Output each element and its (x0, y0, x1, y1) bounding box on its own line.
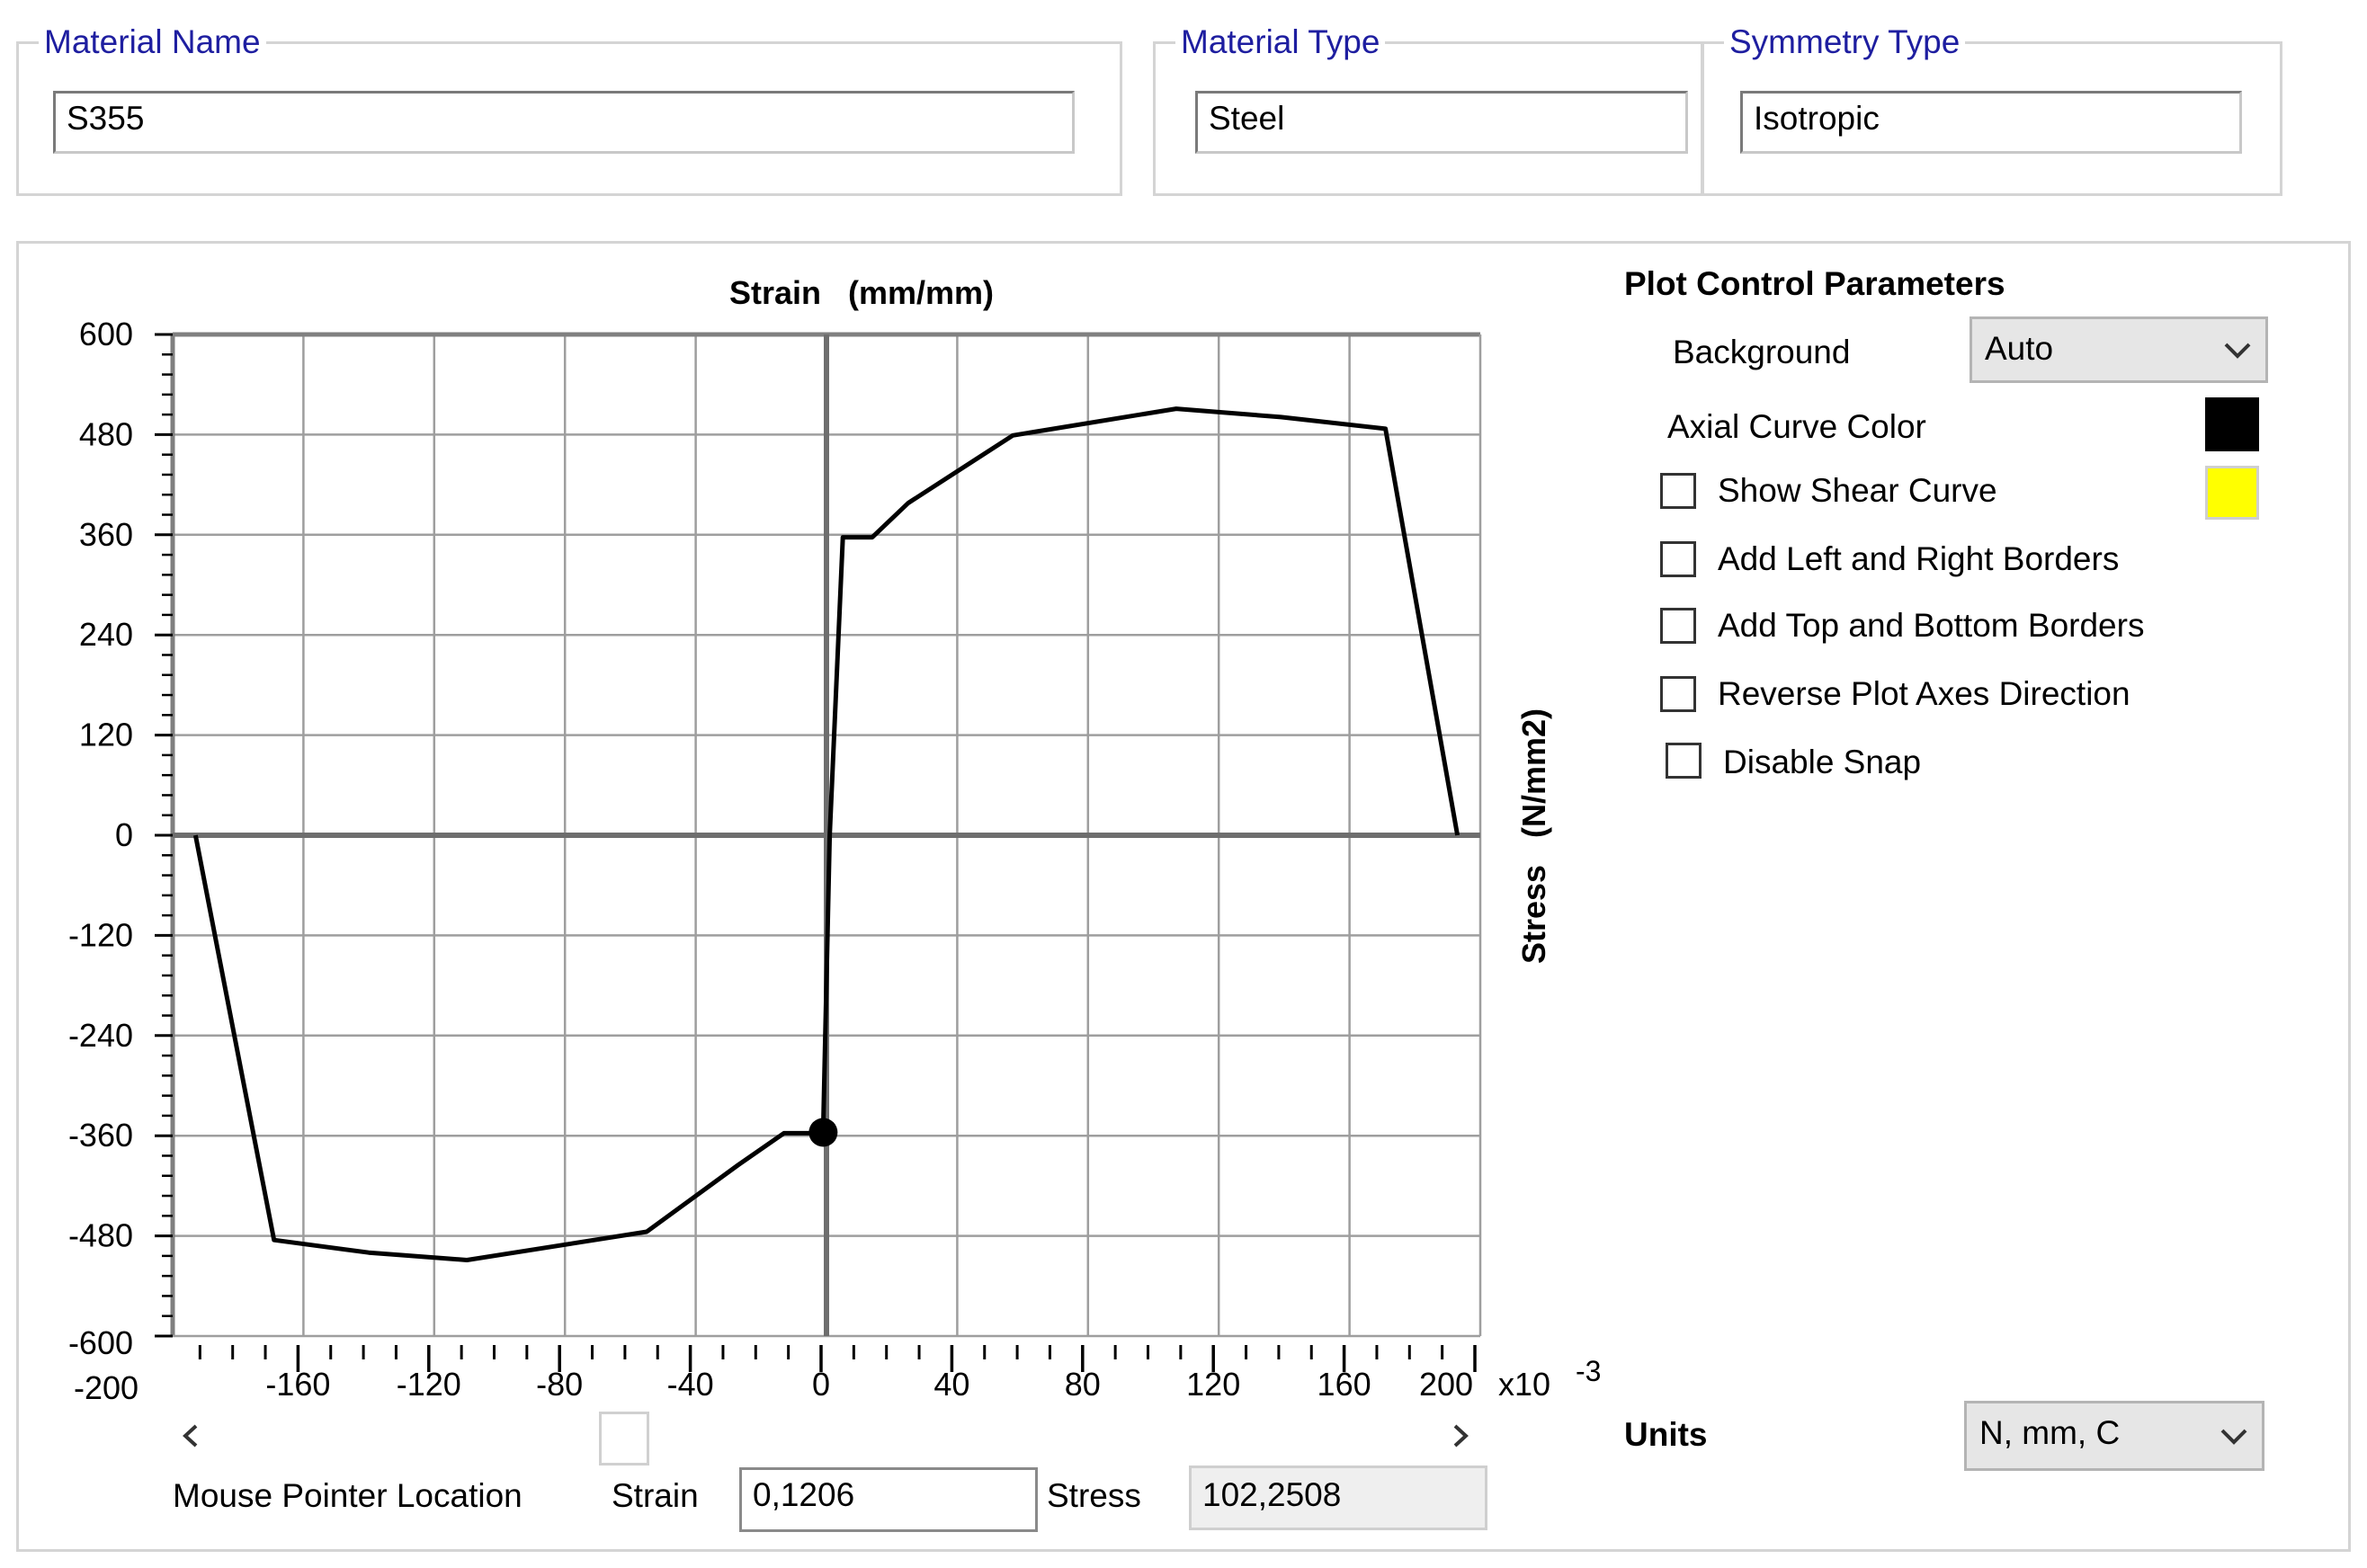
mouse-pointer-location-label: Mouse Pointer Location (173, 1477, 523, 1514)
left-right-borders-label[interactable]: Add Left and Right Borders (1718, 540, 2120, 577)
units-label: Units (1624, 1416, 1708, 1453)
x-axis-title: Strain (mm/mm) (729, 274, 994, 311)
top-bottom-borders-label[interactable]: Add Top and Bottom Borders (1718, 607, 2145, 644)
x-tick-label: 160 (1317, 1366, 1371, 1403)
y-tick-label: 240 (79, 616, 133, 653)
background-select-value: Auto (1985, 330, 2054, 367)
plot-panel (16, 241, 2351, 1552)
reverse-axes-checkbox[interactable] (1660, 676, 1696, 712)
units-select[interactable]: N, mm, C (1964, 1401, 2264, 1471)
chart-axes (170, 332, 1482, 1338)
y-tick-label: 120 (79, 717, 133, 753)
y-tick-label: -360 (68, 1117, 133, 1154)
strain-scrollbar[interactable] (171, 1410, 1493, 1466)
y-axis-title: Stress (N/mm2) (1515, 708, 1552, 964)
shear-curve-color-swatch[interactable] (2205, 466, 2259, 520)
x-tick-label: 0 (812, 1366, 830, 1403)
y-axis-labels: 600 480 360 240 120 0 -120 -240 -360 -480 -600 (68, 316, 133, 1361)
x-exponent: -3 (1576, 1355, 1601, 1387)
y-tick-label: -240 (68, 1017, 133, 1054)
stress-field: 102,2508 (1189, 1466, 1487, 1530)
symmetry-type-group: Symmetry Type Isotropic (1702, 22, 2282, 196)
x-tick-label: 200 (1419, 1366, 1473, 1403)
y-tick-label: 0 (115, 816, 133, 853)
show-shear-curve-checkbox[interactable] (1660, 473, 1696, 509)
y-tick-label: -120 (68, 916, 133, 953)
disable-snap-label[interactable]: Disable Snap (1723, 744, 1922, 780)
x-tick-label: -80 (536, 1366, 583, 1403)
x-tick-label: -120 (397, 1366, 461, 1403)
axial-curve-color-label: Axial Curve Color (1667, 408, 1926, 445)
strain-label: Strain (612, 1477, 699, 1514)
show-shear-curve-label[interactable]: Show Shear Curve (1718, 472, 1997, 509)
y-tick-label: 360 (79, 516, 133, 553)
material-name-field[interactable]: S355 (53, 91, 1075, 154)
material-type-group: Material Type Steel (1153, 22, 1703, 196)
top-bottom-borders-checkbox[interactable] (1660, 608, 1696, 644)
plot-control-parameters-title: Plot Control Parameters (1624, 265, 2005, 302)
chevron-down-icon (2220, 1429, 2247, 1445)
background-label: Background (1673, 334, 1851, 370)
x-tick-label: -160 (265, 1366, 330, 1403)
stress-label: Stress (1047, 1477, 1141, 1514)
scrollbar-thumb[interactable] (599, 1412, 649, 1466)
x-tick-label: 80 (1065, 1366, 1101, 1403)
background-select[interactable]: Auto (1970, 316, 2268, 383)
chevron-right-icon[interactable] (1446, 1422, 1473, 1449)
snap-marker (808, 1118, 838, 1147)
x-tick-label: 120 (1186, 1366, 1240, 1403)
left-right-borders-checkbox[interactable] (1660, 541, 1696, 577)
y-tick-label: 600 (79, 316, 133, 352)
y-tick-label: -480 (68, 1217, 133, 1254)
disable-snap-checkbox[interactable] (1666, 743, 1702, 779)
x-axis-ticks (198, 1345, 1477, 1372)
strain-field[interactable]: 0,1206 (739, 1467, 1038, 1532)
chevron-left-icon[interactable] (178, 1422, 205, 1449)
material-type-label: Material Type (1175, 22, 1386, 62)
material-name-group: Material Name S355 (16, 22, 1122, 196)
symmetry-type-label: Symmetry Type (1724, 22, 1966, 62)
material-type-field[interactable]: Steel (1195, 91, 1688, 154)
y-tick-label: 480 (79, 415, 133, 452)
x-axis-labels: -200 -160 -120 -80 -40 0 40 80 120 160 200 (74, 1366, 1473, 1406)
symmetry-type-field[interactable]: Isotropic (1740, 91, 2242, 154)
axial-curve-line (192, 406, 1460, 1262)
units-select-value: N, mm, C (1979, 1414, 2121, 1451)
y-axis-ticks (155, 333, 173, 1338)
stress-strain-chart[interactable]: 600 480 360 240 120 0 -120 -240 -360 -480 -600 -20… (0, 0, 1619, 1457)
x-tick-label: -40 (667, 1366, 714, 1403)
reverse-axes-label[interactable]: Reverse Plot Axes Direction (1718, 675, 2130, 712)
x-multiplier: x10 (1498, 1366, 1550, 1403)
y-tick-label: -600 (68, 1324, 133, 1361)
x-tick-label: -200 (74, 1369, 138, 1406)
axial-curve-color-swatch[interactable] (2205, 397, 2259, 451)
x-tick-label: 40 (933, 1366, 969, 1403)
material-name-label: Material Name (39, 22, 266, 62)
chevron-down-icon (2224, 343, 2251, 359)
